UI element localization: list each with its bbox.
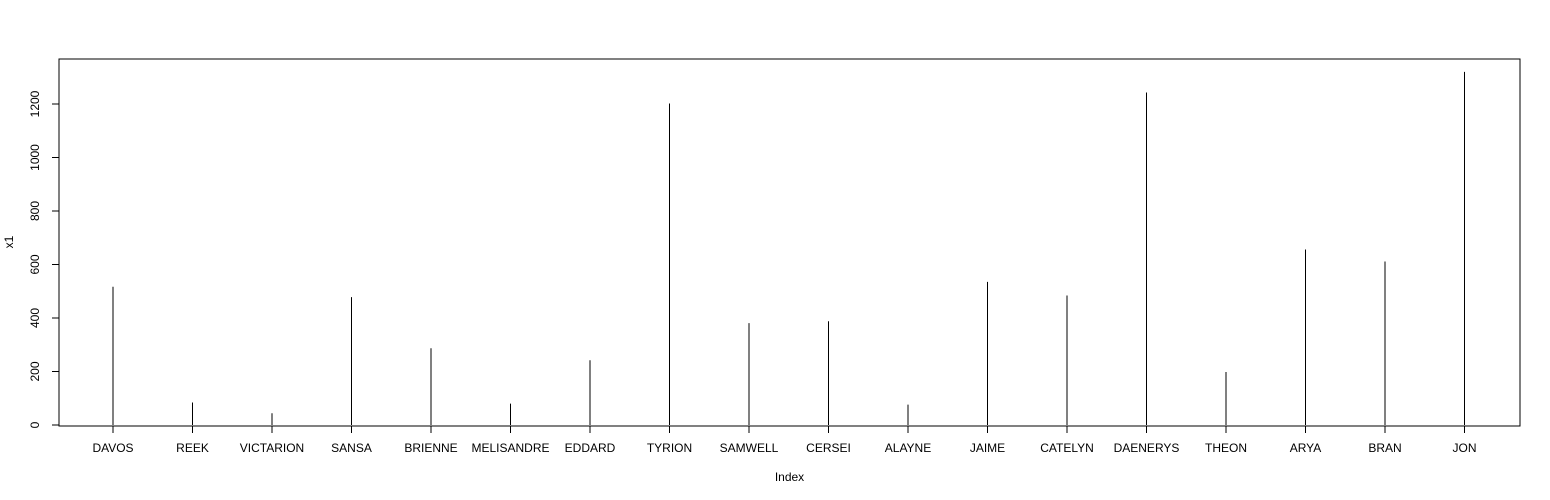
x-tick-label: SAMWELL — [720, 441, 779, 455]
y-tick-label: 400 — [28, 308, 42, 328]
x-tick-label: BRIENNE — [404, 441, 457, 455]
x-tick-label: TYRION — [647, 441, 692, 455]
y-axis-label: x1 — [2, 235, 16, 248]
x-tick-label: DAENERYS — [1114, 441, 1180, 455]
x-tick-label: JAIME — [970, 441, 1005, 455]
plot-frame — [58, 58, 1521, 427]
y-tick-label: 1000 — [28, 144, 42, 171]
x-tick-label: REEK — [176, 441, 209, 455]
x-tick-label: CERSEI — [806, 441, 851, 455]
x-tick-label: DAVOS — [92, 441, 133, 455]
x-tick-label: ARYA — [1290, 441, 1322, 455]
x-tick-label: EDDARD — [565, 441, 616, 455]
x-axis: DAVOS REEK VICTARION SANSA BRIENNE MELISANDRE… — [92, 426, 1477, 455]
y-axis: 0 200 400 600 800 1000 1200 — [28, 90, 59, 428]
x-tick-label: THEON — [1205, 441, 1247, 455]
y-tick-label: 600 — [28, 254, 42, 274]
data-lines — [112, 71, 1465, 425]
y-tick-label: 1200 — [28, 90, 42, 117]
x-tick-label: BRAN — [1368, 441, 1401, 455]
x-tick-label: ALAYNE — [885, 441, 931, 455]
x-axis-label: Index — [775, 470, 804, 484]
x-tick-label: CATELYN — [1040, 441, 1094, 455]
y-tick-label: 0 — [28, 421, 42, 428]
x-tick-label: VICTARION — [240, 441, 304, 455]
y-tick-label: 200 — [28, 361, 42, 381]
x-tick-label: SANSA — [331, 441, 372, 455]
x-tick-label: JON — [1453, 441, 1477, 455]
x-tick-label: MELISANDRE — [471, 441, 549, 455]
y-tick-label: 800 — [28, 201, 42, 221]
